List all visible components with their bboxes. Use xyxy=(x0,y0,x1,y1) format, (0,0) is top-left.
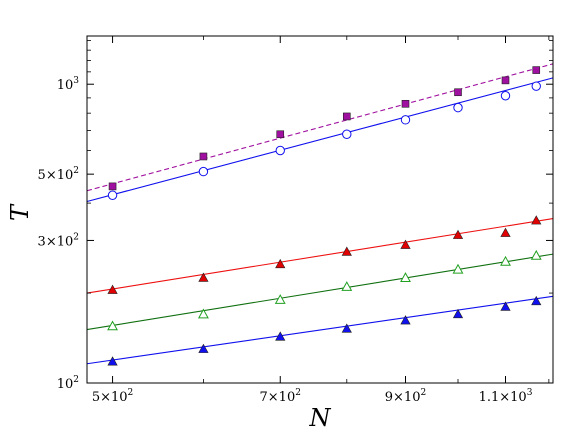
data-point-series-5 xyxy=(531,295,542,306)
fit-line-series-5 xyxy=(86,295,554,365)
data-point-series-4 xyxy=(341,281,353,291)
data-point-series-3 xyxy=(341,246,352,256)
data-point-series-5 xyxy=(275,331,286,341)
fit-line-series-2 xyxy=(86,77,554,203)
data-point-series-3 xyxy=(452,229,464,239)
data-point-series-5 xyxy=(452,308,464,319)
fit-line-series-4 xyxy=(86,253,554,331)
data-point-series-2 xyxy=(453,102,463,113)
fit-line-series-1 xyxy=(86,63,554,192)
data-point-series-2 xyxy=(275,145,285,156)
data-point-series-1 xyxy=(199,152,208,161)
x-tick-label: 1.1×103 xyxy=(479,388,533,405)
x-tick-label: 5×102 xyxy=(92,388,133,405)
data-point-series-3 xyxy=(500,227,511,237)
data-point-series-4 xyxy=(274,294,286,304)
data-point-series-5 xyxy=(500,301,511,311)
data-point-series-4 xyxy=(530,249,542,260)
data-point-series-3 xyxy=(198,272,209,282)
data-point-series-2 xyxy=(107,190,118,200)
data-point-series-1 xyxy=(532,66,541,74)
y-axis-title: T xyxy=(6,203,34,221)
data-point-series-5 xyxy=(400,315,411,325)
data-point-series-1 xyxy=(401,99,410,108)
data-point-series-5 xyxy=(107,356,118,366)
plot-frame xyxy=(86,35,554,384)
data-point-series-4 xyxy=(500,255,511,266)
data-point-series-2 xyxy=(198,166,209,177)
y-tick-label: 5×102 xyxy=(38,166,79,183)
fit-lines xyxy=(86,63,554,365)
data-point-series-4 xyxy=(452,263,464,274)
data-point-series-5 xyxy=(198,343,209,353)
y-tick-label: 103 xyxy=(57,76,80,93)
fit-line-series-3 xyxy=(86,218,554,294)
data-point-series-1 xyxy=(342,112,351,121)
data-point-series-3 xyxy=(400,239,411,249)
y-tick-label: 3×102 xyxy=(38,232,79,249)
x-tick-label: 9×102 xyxy=(385,388,426,405)
data-point-series-3 xyxy=(531,215,542,225)
data-point-series-2 xyxy=(531,81,541,91)
x-axis-title: N xyxy=(309,404,332,432)
data-point-series-1 xyxy=(108,182,117,191)
data-point-series-4 xyxy=(197,308,209,319)
data-markers xyxy=(107,66,542,366)
x-tick-label: 7×102 xyxy=(260,388,301,405)
data-point-series-1 xyxy=(276,130,285,139)
data-point-series-1 xyxy=(454,88,462,97)
x-axis-ticks: 5×102 7×102 9×102 1.1×103 xyxy=(92,36,550,405)
data-point-series-2 xyxy=(500,91,511,101)
data-point-series-5 xyxy=(341,323,352,333)
data-point-series-4 xyxy=(107,320,119,331)
data-point-series-2 xyxy=(400,115,411,125)
data-point-series-3 xyxy=(275,258,286,269)
data-point-series-2 xyxy=(342,129,352,139)
y-tick-label: 102 xyxy=(57,375,79,392)
data-point-series-4 xyxy=(400,272,411,282)
data-point-series-1 xyxy=(501,76,510,85)
data-point-series-3 xyxy=(107,284,118,294)
y-axis-ticks: 102 3×102 5×102 103 xyxy=(38,40,553,392)
